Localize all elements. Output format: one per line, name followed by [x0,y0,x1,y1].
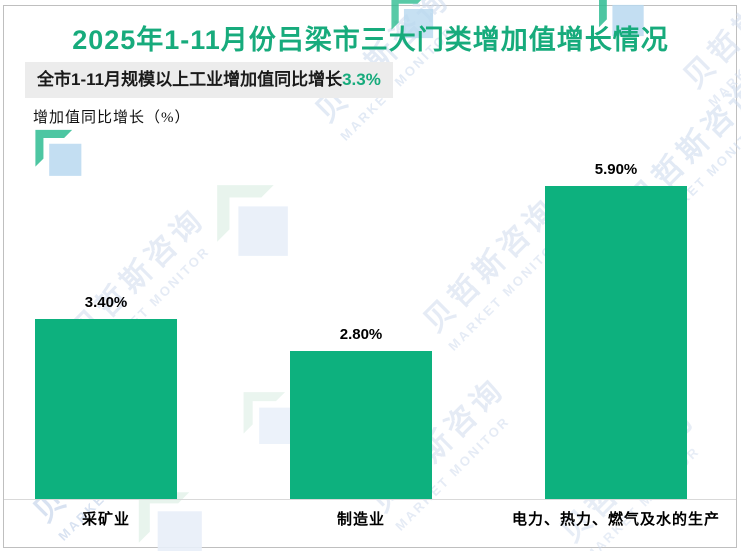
bar [290,351,432,499]
watermark-logo-icon [366,0,459,65]
bar-value-label: 5.90% [594,161,638,178]
bar [545,186,687,499]
chart-title: 2025年1-11月份吕梁市三大门类增加值增长情况 [72,25,669,55]
category-label: 电力、热力、燃气及水的生产 [511,511,721,528]
watermark-logo-icon [212,361,327,476]
watermark-logo-icon [175,143,331,299]
bar-value-label: 3.40% [84,294,128,311]
watermark-logo-icon [8,102,111,205]
bar [35,319,177,499]
subtitle-highlight: 3.3% [342,70,381,89]
watermark-logo-icon [572,0,672,64]
category-label: 制造业 [336,511,386,528]
y-axis-label: 增加值同比增长（%） [33,110,191,126]
subtitle-text: 全市1-11月规模以上工业增加值同比增长 [37,70,343,89]
chart-subtitle: 全市1-11月规模以上工业增加值同比增长3.3% [25,62,393,98]
x-axis-line [4,499,736,500]
category-label: 采矿业 [81,511,131,528]
bar-value-label: 2.80% [339,326,383,343]
chart-frame [3,5,737,548]
